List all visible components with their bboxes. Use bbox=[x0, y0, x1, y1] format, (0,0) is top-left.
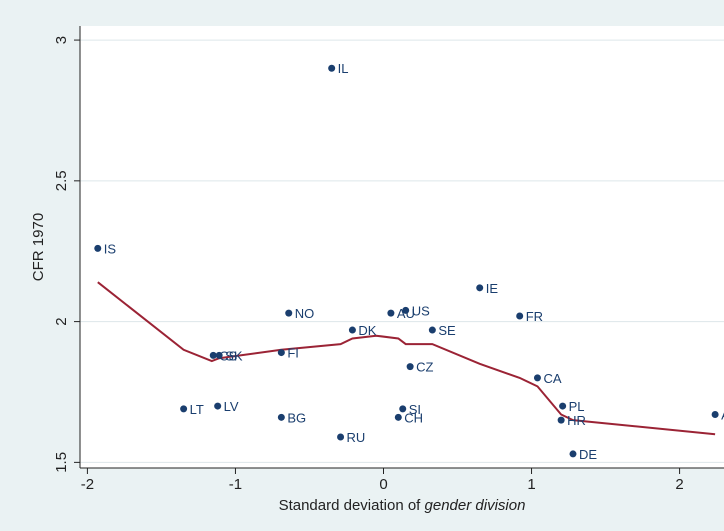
data-point-pl: PL bbox=[559, 399, 585, 414]
data-point-fr: FR bbox=[516, 309, 543, 324]
x-tick-label: 0 bbox=[379, 476, 387, 493]
point-label: FR bbox=[526, 309, 543, 324]
data-point-ca: CA bbox=[533, 371, 562, 386]
data-point-de: DE bbox=[569, 447, 597, 462]
point-marker bbox=[180, 405, 188, 413]
point-marker bbox=[557, 416, 565, 424]
point-label: CH bbox=[404, 410, 423, 425]
fit-line bbox=[97, 281, 716, 436]
point-marker bbox=[337, 433, 345, 441]
point-marker bbox=[387, 309, 395, 317]
y-ticks: 1.5 2 2.5 3 bbox=[53, 36, 80, 473]
x-axis-title: Standard deviation of gender division bbox=[279, 497, 526, 514]
point-label: LT bbox=[190, 402, 204, 417]
point-marker bbox=[399, 405, 407, 413]
point-marker bbox=[215, 351, 223, 359]
data-point-no: NO bbox=[285, 306, 314, 321]
point-label: A bbox=[721, 408, 724, 423]
data-point-lv: LV bbox=[214, 399, 239, 414]
data-point-hr: HR bbox=[557, 413, 586, 428]
point-marker bbox=[569, 450, 577, 458]
point-marker bbox=[94, 244, 102, 252]
data-point-us: US bbox=[402, 303, 430, 318]
point-marker bbox=[209, 351, 217, 359]
point-label: FI bbox=[287, 346, 299, 361]
point-marker bbox=[516, 312, 524, 320]
point-label: IS bbox=[104, 241, 117, 256]
point-label: RU bbox=[347, 430, 366, 445]
data-point-cz: CZ bbox=[406, 360, 434, 375]
y-tick-label: 3 bbox=[53, 36, 70, 44]
data-point-se: SE bbox=[428, 323, 456, 338]
point-marker bbox=[533, 374, 541, 382]
point-marker bbox=[285, 309, 293, 317]
point-label: HR bbox=[567, 413, 586, 428]
x-tick-label: 1 bbox=[527, 476, 535, 493]
point-label: SI bbox=[409, 402, 421, 417]
data-point-ch: CH bbox=[394, 410, 423, 425]
point-label: CS bbox=[219, 348, 237, 363]
point-marker bbox=[277, 413, 285, 421]
x-tick-label: -1 bbox=[229, 476, 242, 493]
point-label: IL bbox=[338, 61, 349, 76]
data-point-is: IS bbox=[94, 241, 116, 256]
y-tick-label: 2 bbox=[53, 317, 70, 325]
point-marker bbox=[402, 306, 410, 314]
data-point-ie: IE bbox=[476, 281, 498, 296]
point-marker bbox=[428, 326, 436, 334]
x-tick-label: -2 bbox=[81, 476, 94, 493]
point-label: US bbox=[412, 303, 430, 318]
point-marker bbox=[394, 413, 402, 421]
point-label: NO bbox=[295, 306, 315, 321]
y-axis-title: CFR 1970 bbox=[30, 213, 47, 281]
point-marker bbox=[328, 64, 336, 72]
point-label: CA bbox=[543, 371, 561, 386]
point-label: SE bbox=[438, 323, 456, 338]
data-point-lt: LT bbox=[180, 402, 204, 417]
axes bbox=[79, 26, 724, 469]
point-label: LV bbox=[224, 399, 239, 414]
data-point-dk: DK bbox=[348, 323, 377, 338]
point-marker bbox=[348, 326, 356, 334]
y-tick-label: 1.5 bbox=[53, 452, 70, 473]
point-label: IE bbox=[486, 281, 499, 296]
point-label: PL bbox=[569, 399, 585, 414]
point-label: DE bbox=[579, 447, 597, 462]
data-point-fi: FI bbox=[277, 346, 299, 361]
data-point-il: IL bbox=[328, 61, 349, 76]
y-tick-label: 2.5 bbox=[53, 170, 70, 191]
data-point-sk: SK bbox=[215, 348, 243, 363]
point-label: DK bbox=[358, 323, 376, 338]
point-marker bbox=[559, 402, 567, 410]
gridlines bbox=[80, 39, 724, 463]
data-point-bg: BG bbox=[277, 410, 306, 425]
point-marker bbox=[277, 349, 285, 357]
data-point-cs: CS bbox=[209, 348, 238, 363]
point-marker bbox=[406, 363, 414, 371]
point-label: CZ bbox=[416, 360, 433, 375]
point-label: SK bbox=[225, 348, 243, 363]
data-point-a: A bbox=[711, 408, 724, 423]
point-marker bbox=[214, 402, 222, 410]
point-marker bbox=[476, 284, 484, 292]
data-points: ILISIENOAUUSFRDKSECSSKFICZCALTLVPLSIBGCH… bbox=[94, 61, 724, 462]
x-tick-label: 2 bbox=[675, 476, 683, 493]
point-label: BG bbox=[287, 410, 306, 425]
plot-area bbox=[80, 26, 724, 468]
data-point-si: SI bbox=[399, 402, 421, 417]
point-marker bbox=[711, 411, 719, 419]
x-ticks: -2 -1 0 1 2 bbox=[81, 468, 684, 493]
data-point-ru: RU bbox=[337, 430, 365, 445]
